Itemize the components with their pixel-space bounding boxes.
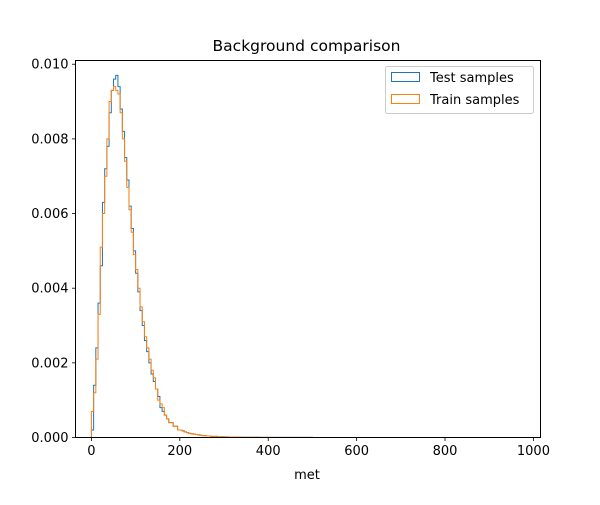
y-tick-label: 0.002 [31, 356, 68, 371]
series-layer [90, 74, 521, 438]
x-tick-label: 600 [344, 444, 369, 459]
x-tick-label: 800 [433, 444, 458, 459]
y-tick-label: 0.006 [31, 207, 68, 222]
y-tick-label: 0.008 [31, 132, 68, 147]
chart-title: Background comparison [213, 37, 401, 55]
legend: Test samples Train samples [385, 66, 534, 114]
x-tick-label: 1000 [517, 444, 550, 459]
plot-frame [75, 60, 541, 438]
x-tick-label: 200 [167, 444, 192, 459]
y-axis: 0.000 0.002 0.004 0.006 0.008 0.010 [31, 58, 76, 446]
x-axis: 0 200 400 600 800 1000 [87, 437, 550, 459]
x-axis-label: met [294, 468, 320, 483]
legend-box [385, 66, 534, 114]
legend-label-test-samples: Test samples [429, 71, 514, 86]
legend-label-train-samples: Train samples [429, 93, 520, 108]
x-tick-label: 400 [256, 444, 281, 459]
y-tick-label: 0.010 [31, 58, 68, 73]
legend-swatch-test-samples [391, 72, 420, 82]
y-tick-label: 0.000 [31, 431, 68, 446]
legend-swatch-train-samples [391, 94, 420, 104]
series-train-samples [90, 86, 521, 438]
x-tick-label: 0 [87, 444, 95, 459]
y-tick-label: 0.004 [31, 282, 68, 297]
